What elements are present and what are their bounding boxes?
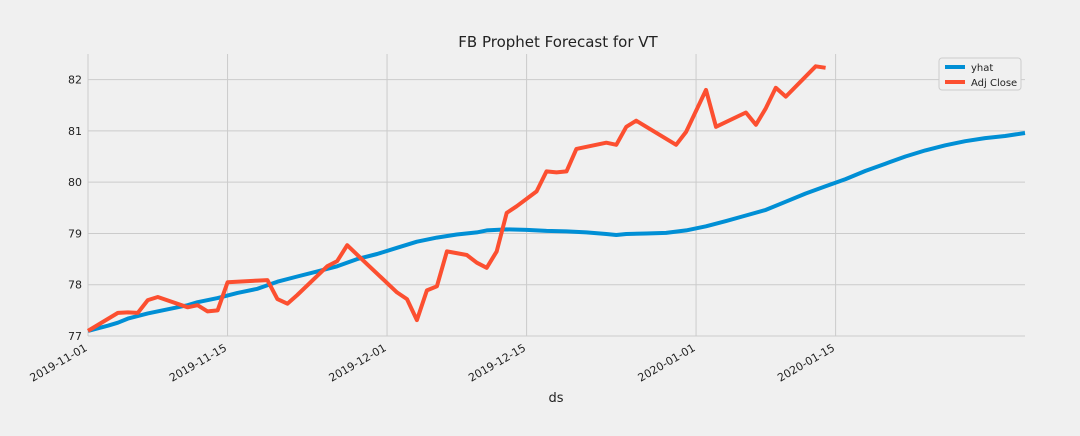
x-tick-label: 2019-12-15 <box>466 341 528 384</box>
grid <box>87 54 1025 337</box>
x-tick-label: 2020-01-15 <box>775 341 837 384</box>
plot-background <box>88 54 1025 336</box>
x-axis-label: ds <box>548 391 563 406</box>
series-layer <box>86 64 1026 333</box>
y-tick-label: 77 <box>68 330 82 343</box>
series-line-adj-close <box>86 64 826 333</box>
y-tick-label: 82 <box>68 74 82 87</box>
y-tick-label: 80 <box>68 176 82 189</box>
legend-label: Adj Close <box>971 78 1017 89</box>
x-tick-label: 2019-12-01 <box>327 341 389 384</box>
x-tick-label: 2019-11-15 <box>167 341 229 384</box>
x-tick-labels: 2019-11-01 2019-11-15 2019-12-01 2019-12-15… <box>28 341 837 384</box>
y-tick-label: 81 <box>68 125 82 138</box>
chart-title: FB Prophet Forecast for VT <box>458 33 658 51</box>
y-tick-label: 79 <box>68 227 82 240</box>
y-tick-labels: 77 78 79 80 81 82 <box>68 74 82 343</box>
x-tick-label: 2019-11-01 <box>28 341 90 384</box>
legend: yhat Adj Close <box>938 57 1022 91</box>
x-tick-label: 2020-01-01 <box>636 341 698 384</box>
legend-label: yhat <box>971 63 993 74</box>
y-tick-label: 78 <box>68 279 82 292</box>
